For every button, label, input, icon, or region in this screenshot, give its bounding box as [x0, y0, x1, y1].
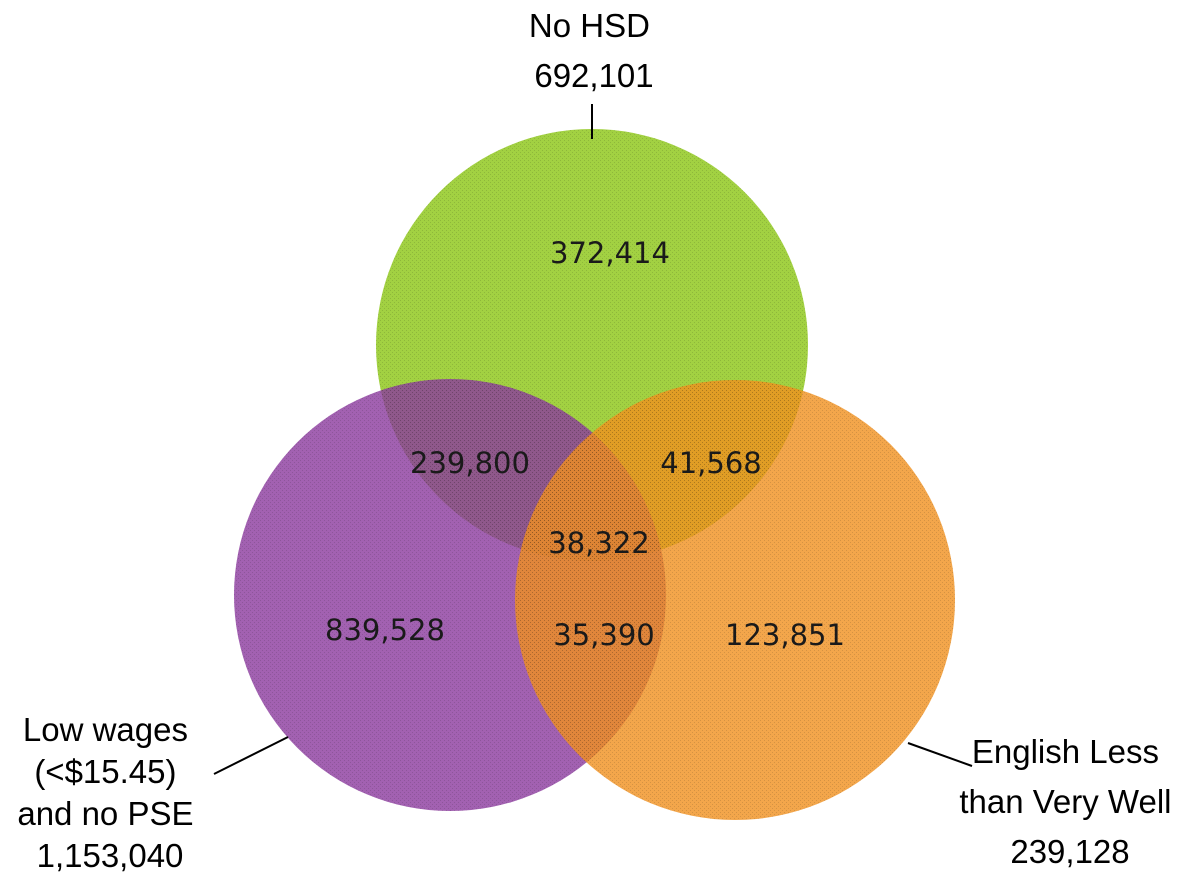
label-no-hsd: No HSD 692,101	[529, 7, 659, 94]
value-no-hsd-and-low-wages: 239,800	[410, 446, 530, 480]
label-low-wages-line-1: Low wages	[23, 711, 188, 748]
label-low-wages-line-2: (<$15.45)	[34, 753, 176, 790]
label-english: English Less than Very Well 239,128	[959, 733, 1180, 870]
label-low-wages-count: 1,153,040	[37, 837, 184, 874]
value-no-hsd-only: 372,414	[550, 236, 670, 270]
leader-english	[907, 742, 973, 767]
value-no-hsd-and-english: 41,568	[660, 446, 761, 480]
set-labels: No HSD 692,101 Low wages (<$15.45) and n…	[17, 7, 1180, 874]
value-low-wages-only: 839,528	[325, 613, 445, 647]
label-no-hsd-name: No HSD	[529, 7, 650, 44]
leader-lines	[213, 104, 973, 775]
value-english-only: 123,851	[725, 618, 845, 652]
value-all-three: 38,322	[548, 526, 649, 560]
label-english-line-1: English Less	[972, 733, 1159, 770]
label-low-wages: Low wages (<$15.45) and no PSE 1,153,040	[17, 711, 202, 874]
label-no-hsd-count: 692,101	[534, 57, 653, 94]
leader-low-wages	[213, 736, 289, 775]
label-english-count: 239,128	[1010, 833, 1129, 870]
value-low-wages-and-english: 35,390	[553, 618, 654, 652]
region-values: 372,414 239,800 41,568 38,322 839,528 35…	[325, 236, 845, 652]
label-low-wages-line-3: and no PSE	[17, 795, 193, 832]
texture-overlay	[234, 129, 955, 820]
label-english-line-2: than Very Well	[959, 783, 1171, 820]
